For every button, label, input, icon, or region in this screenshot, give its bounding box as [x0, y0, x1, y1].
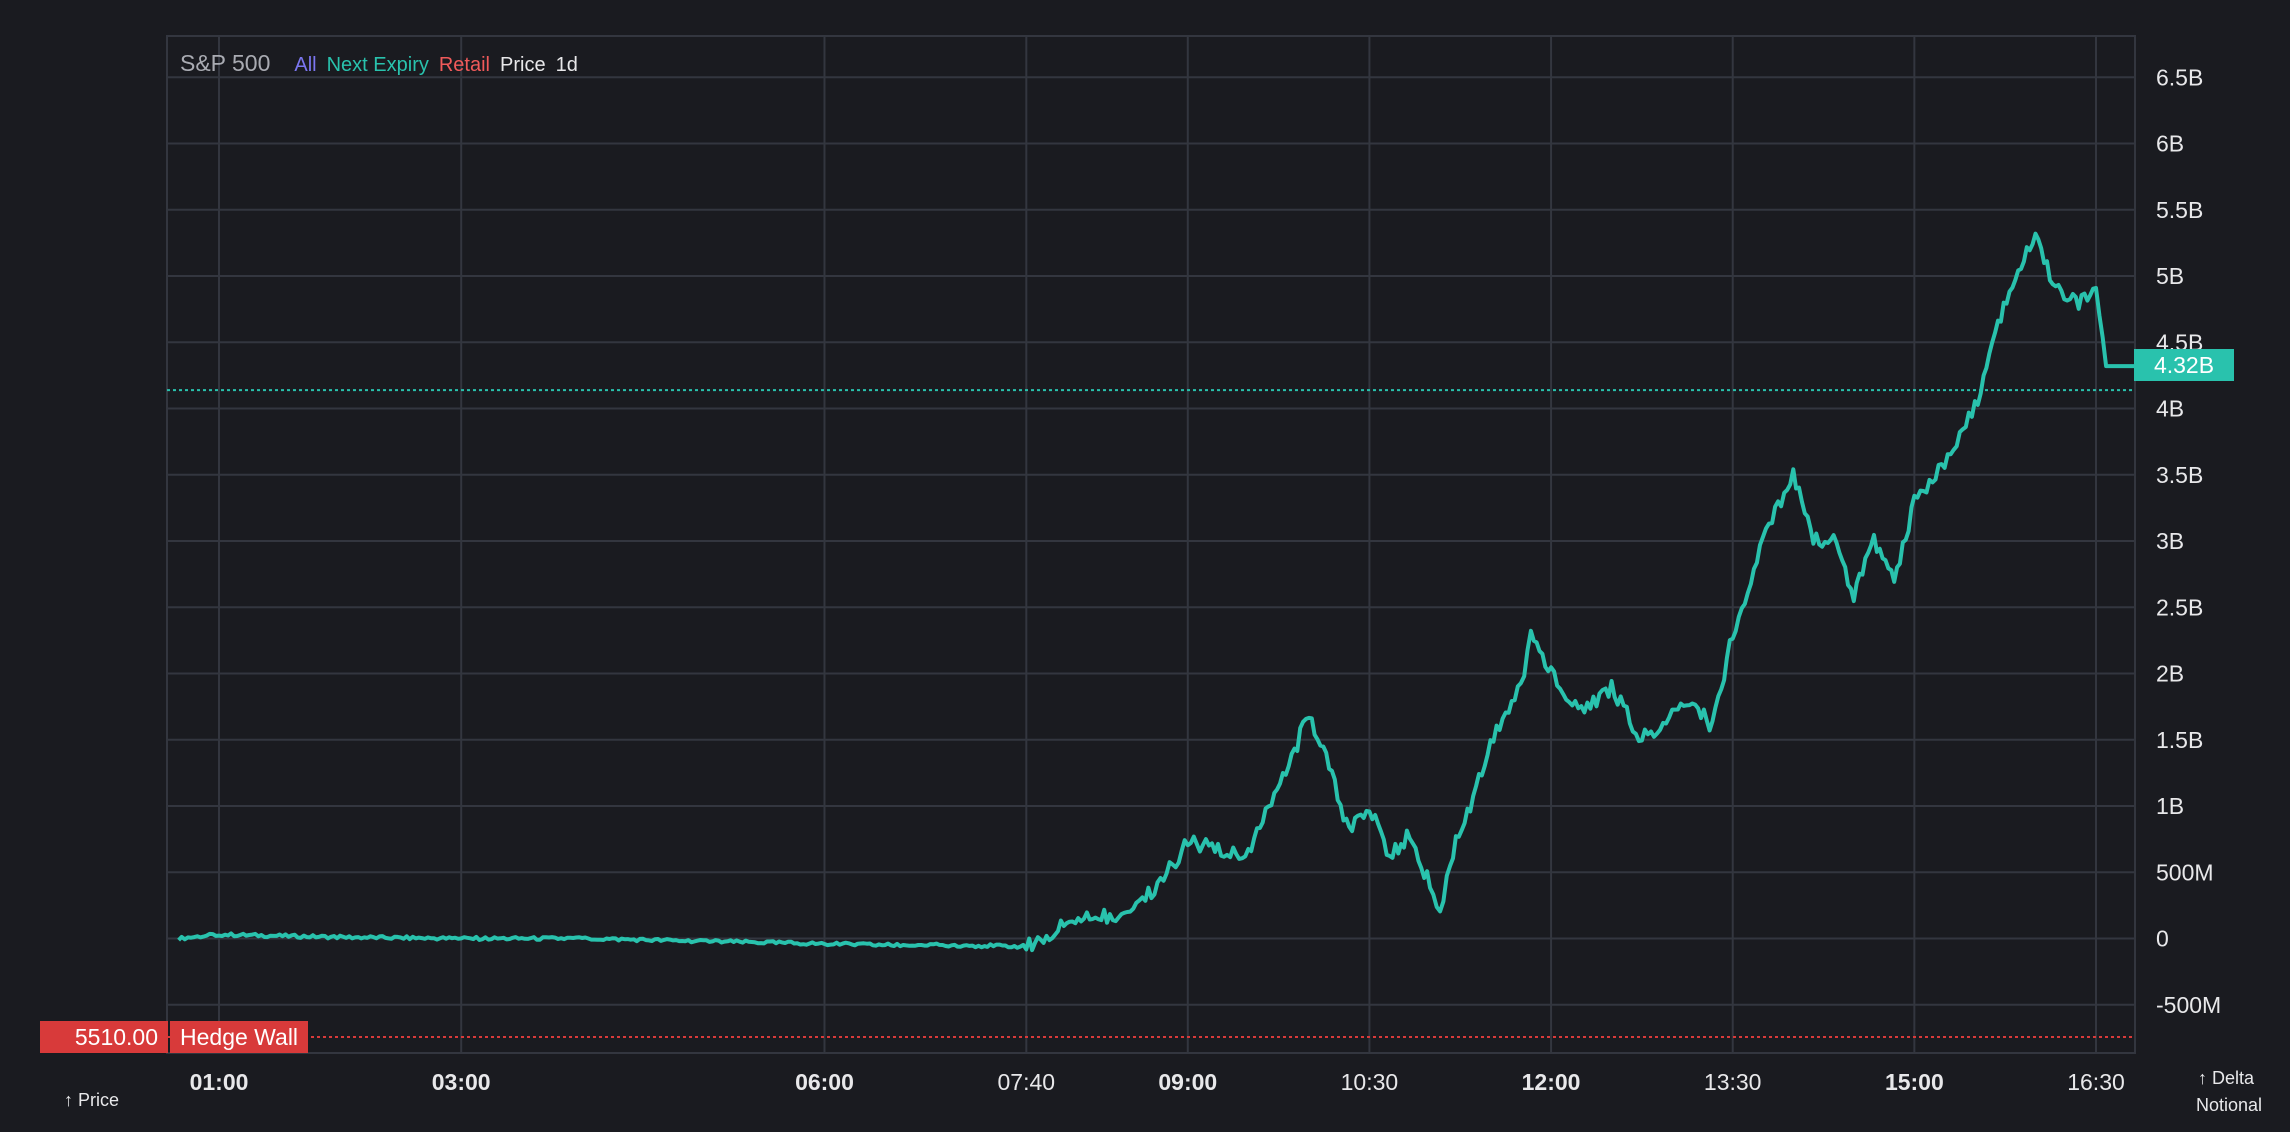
right-tick-label: 1.5B — [2156, 727, 2203, 753]
level-price-tag: 5510.00 — [40, 1021, 168, 1053]
right-tick-label: -500M — [2156, 992, 2221, 1018]
right-tick-label: 6.5B — [2156, 64, 2203, 90]
plot-frame — [166, 35, 2136, 1054]
right-axis-caption-line2: Notional — [2196, 1095, 2263, 1115]
right-delta-axis: 6.5B6B5.5B5B4.5B4B3.5B3B2.5B2B1.5B1B500M… — [2156, 64, 2221, 1018]
x-tick-label: 10:30 — [1341, 1069, 1399, 1095]
right-tick-label: 3B — [2156, 528, 2184, 554]
legend-item-timeframe[interactable]: 1d — [555, 54, 578, 76]
chart-legend: S&P 500 All Next Expiry Retail Price 1d — [180, 50, 578, 77]
right-tick-label: 2B — [2156, 661, 2184, 687]
legend-item-retail[interactable]: Retail — [438, 54, 490, 76]
chart-series — [177, 231, 2135, 953]
series-line-next-expiry — [177, 231, 2135, 953]
legend-item-all[interactable]: All — [294, 54, 317, 76]
left-axis-caption: ↑ Price — [64, 1090, 120, 1110]
right-tick-label: 4B — [2156, 396, 2184, 422]
right-tick-label: 1B — [2156, 793, 2184, 819]
x-tick-label: 15:00 — [1885, 1069, 1944, 1095]
right-axis-caption-line1: ↑ Delta — [2198, 1068, 2255, 1088]
right-tick-label: 5.5B — [2156, 197, 2203, 223]
x-tick-label: 01:00 — [190, 1069, 249, 1095]
x-tick-label: 12:00 — [1522, 1069, 1581, 1095]
x-tick-label: 06:00 — [795, 1069, 854, 1095]
x-tick-label: 07:40 — [998, 1069, 1056, 1095]
right-tick-label: 5B — [2156, 263, 2184, 289]
legend-item-price[interactable]: Price — [500, 54, 546, 76]
x-tick-label: 16:30 — [2067, 1069, 2125, 1095]
x-tick-label: 03:00 — [432, 1069, 491, 1095]
chart-title: S&P 500 — [180, 50, 271, 76]
x-tick-label: 13:30 — [1704, 1069, 1762, 1095]
level-label-tag: Hedge Wall — [170, 1021, 309, 1053]
current-delta-tag: 4.32B — [2134, 349, 2234, 381]
time-axis: 01:00 03:00 06:00 07:40 09:00 10:30 12:00 13:30… — [190, 1069, 2125, 1095]
right-tick-label: 2.5B — [2156, 594, 2203, 620]
x-tick-label: 09:00 — [1158, 1069, 1217, 1095]
legend-item-next-expiry[interactable]: Next Expiry — [326, 54, 429, 76]
right-tick-label: 0 — [2156, 926, 2169, 952]
level-lines — [167, 389, 2135, 1038]
right-tick-label: 3.5B — [2156, 462, 2203, 488]
chart-grid — [166, 35, 2136, 1054]
right-tick-label: 6B — [2156, 131, 2184, 157]
right-tick-label: 500M — [2156, 859, 2214, 885]
